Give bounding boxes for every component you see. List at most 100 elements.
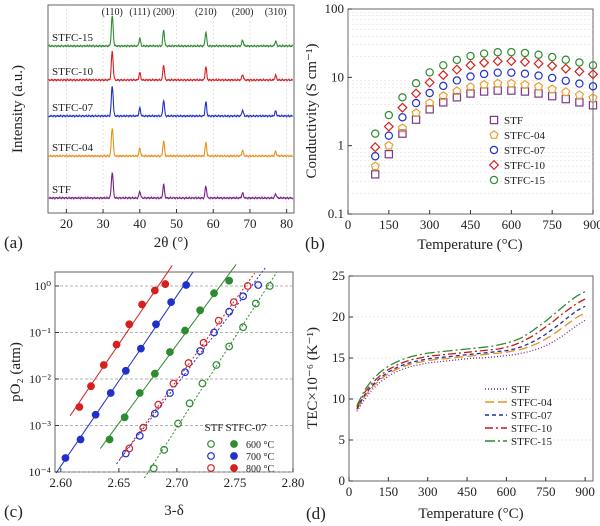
data-point	[398, 129, 407, 138]
data-point	[135, 389, 144, 397]
data-point	[166, 389, 174, 397]
legend-marker	[230, 452, 238, 460]
series-label: STFC-10	[52, 66, 93, 78]
data-point	[384, 110, 394, 120]
data-point	[493, 48, 502, 57]
data-point	[410, 88, 422, 99]
legend-marker	[488, 159, 500, 171]
data-point	[184, 359, 193, 367]
legend-label: STFC-15	[504, 175, 545, 187]
x-tick-label: 2.75	[224, 475, 247, 490]
data-point	[492, 56, 503, 67]
x-tick-label: 20	[60, 216, 73, 231]
data-point	[520, 79, 530, 89]
peak-label: (111)	[129, 7, 150, 18]
data-point	[181, 368, 189, 377]
panel-d-grid	[349, 316, 593, 441]
panel-d-lines	[356, 291, 586, 412]
data-point	[411, 79, 421, 88]
data-point	[546, 60, 558, 72]
y-tick-label: 10⁰	[34, 279, 51, 293]
data-point	[560, 63, 571, 74]
series-line	[356, 312, 586, 411]
panel-d-x-axis-label: Temperature (°C)	[418, 506, 523, 522]
data-point	[479, 79, 489, 89]
data-point	[154, 400, 163, 409]
panel-a-y-axis-label: Intensity (a.u.)	[10, 65, 26, 153]
y-tick-label: 10	[331, 69, 344, 84]
data-point	[243, 282, 252, 290]
panel-d-ticks: 0 150 300 450 600 750 900 0 5 10 15 20 25	[332, 268, 595, 499]
x-tick-label: 450	[457, 484, 477, 499]
data-point	[561, 87, 571, 97]
data-point	[439, 61, 448, 70]
data-point	[588, 82, 598, 91]
series-label: STF	[52, 184, 71, 196]
panel-a-letter: (a)	[4, 233, 23, 252]
panel-b-letter: (b)	[305, 234, 325, 253]
x-tick-label: 0	[346, 484, 353, 499]
panel-b-grid	[348, 11, 593, 194]
legend-label: 700 °C	[246, 452, 274, 463]
x-tick-label: 300	[418, 484, 438, 499]
legend-label: STF	[511, 384, 530, 396]
x-tick-label: 150	[379, 484, 399, 499]
data-point	[150, 409, 159, 418]
data-point	[120, 413, 129, 422]
panel-c-points	[61, 276, 274, 473]
legend-marker	[230, 440, 238, 448]
data-point	[465, 82, 476, 92]
panel-a-plot-frame	[47, 4, 295, 214]
legend-label: STFC-07	[511, 410, 552, 422]
data-point	[547, 52, 557, 62]
series-label: STFC-15	[52, 32, 93, 44]
data-point	[99, 361, 108, 369]
data-point	[91, 410, 100, 419]
data-point	[479, 69, 489, 79]
legend-label: 600 °C	[246, 440, 274, 451]
data-point	[214, 316, 223, 325]
panel-b-x-axis-label: Temperature (°C)	[417, 237, 522, 253]
xrd-trace	[48, 50, 294, 83]
data-point	[587, 69, 599, 80]
data-point	[139, 423, 148, 432]
series-line	[356, 319, 586, 412]
panel-b-points	[370, 47, 599, 179]
data-point	[254, 281, 263, 289]
data-point	[105, 435, 114, 444]
x-tick-label: 2.65	[107, 475, 130, 490]
panel-c-ticks: 2.60 2.65 2.70 2.75 2.80 10⁻⁴ 10⁻³ 10⁻² 10⁻¹ 10⁰	[28, 279, 304, 490]
data-point	[574, 90, 585, 100]
data-point	[534, 50, 543, 59]
legend-marker	[207, 452, 215, 460]
data-point	[493, 78, 503, 88]
data-point	[533, 58, 544, 69]
y-tick-label: 0.1	[328, 206, 344, 221]
data-point	[411, 98, 421, 108]
panel-b-legend: STF STFC-04 STFC-07 STFC-10 STFC-15	[488, 115, 545, 187]
data-point	[239, 323, 247, 332]
peak-label: (200)	[153, 7, 175, 18]
data-point	[210, 328, 218, 337]
panel-d-letter: (d)	[306, 504, 326, 523]
data-point	[150, 286, 159, 295]
x-tick-label: 750	[536, 484, 556, 499]
x-tick-label: 2.70	[166, 475, 189, 490]
data-point	[588, 93, 598, 102]
data-point	[212, 361, 221, 369]
data-point	[452, 86, 462, 96]
panel-b-y-axis-label: Conductivity (S cm⁻¹)	[304, 44, 320, 179]
legend-label: STFC-07	[504, 145, 545, 157]
peak-label: (110)	[102, 7, 123, 18]
legend-label: STFC-10	[504, 160, 545, 172]
peak-label: (200)	[232, 7, 254, 18]
data-point	[547, 73, 557, 83]
data-point	[112, 340, 121, 349]
x-tick-label: 80	[280, 216, 293, 231]
x-tick-label: 2.80	[282, 475, 305, 490]
panel-a-x-axis-label: 2θ (°)	[154, 235, 188, 251]
panel-a-traces	[48, 15, 294, 201]
y-tick-label: 15	[332, 350, 345, 365]
panel-a-series-labels: STFC-15 STFC-10 STFC-07 STFC-04 STF	[52, 32, 93, 196]
y-tick-label: 10⁻³	[29, 418, 51, 432]
